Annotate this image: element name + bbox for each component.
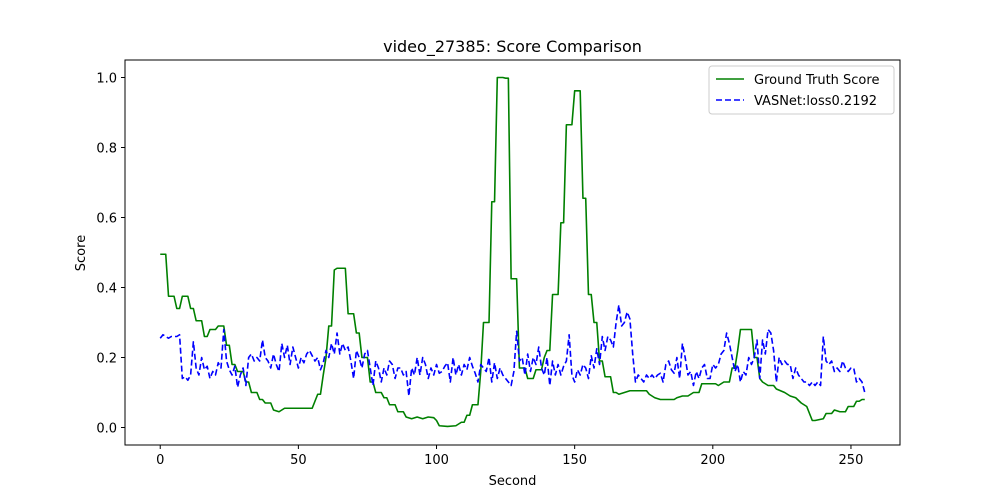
x-axis-label: Second xyxy=(489,474,537,489)
y-tick-label: 0.8 xyxy=(96,142,117,157)
y-tick-label: 0.4 xyxy=(96,282,117,297)
y-tick-label: 0.0 xyxy=(96,422,117,437)
x-tick-label: 0 xyxy=(156,453,164,468)
y-tick-label: 0.6 xyxy=(96,212,117,227)
series-line-ground-truth xyxy=(160,76,865,428)
x-tick-label: 100 xyxy=(424,453,449,468)
chart-title: video_27385: Score Comparison xyxy=(383,37,642,57)
legend-label-ground-truth: Ground Truth Score xyxy=(754,73,879,88)
x-tick-label: 250 xyxy=(839,453,864,468)
series-layer xyxy=(159,76,866,428)
legend-label-vasnet: VASNet:loss0.2192 xyxy=(754,94,877,109)
y-axis-ticks: 0.0 0.2 0.4 0.6 0.8 1.0 xyxy=(96,72,125,437)
y-tick-label: 0.2 xyxy=(96,352,117,367)
x-axis-ticks: 0 50 100 150 200 250 xyxy=(156,445,863,468)
series-line-vasnet xyxy=(159,304,866,397)
plot-frame xyxy=(124,59,901,446)
legend: Ground Truth Score VASNet:loss0.2192 xyxy=(708,65,895,115)
x-tick-label: 200 xyxy=(700,453,725,468)
x-tick-label: 150 xyxy=(562,453,587,468)
y-axis-label: Score xyxy=(74,235,89,271)
x-tick-label: 50 xyxy=(290,453,307,468)
legend-box xyxy=(708,65,895,115)
y-tick-label: 1.0 xyxy=(96,72,117,87)
